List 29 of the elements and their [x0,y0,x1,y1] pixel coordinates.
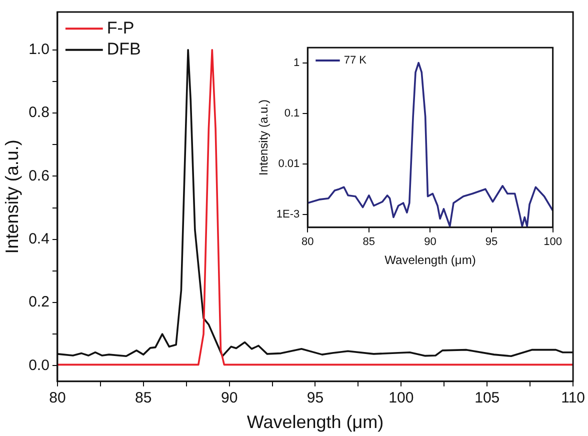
y-axis-title: Intensity (a.u.) [2,140,22,254]
y-tick-label: 1 [294,56,300,69]
x-tick-label: 80 [302,236,314,248]
y-tick-label: 0.0 [28,356,50,374]
x-tick-label: 110 [561,390,586,407]
y-tick-label: 0.2 [28,294,50,311]
legend-label: DFB [106,40,141,59]
x-tick-label: 95 [306,390,324,407]
legend-label: 77 K [344,54,368,67]
x-tick-label: 105 [474,390,500,407]
x-axis-title: Wavelength (μm) [384,253,476,268]
y-tick-label: 0.6 [28,167,50,184]
x-tick-label: 85 [135,390,152,407]
x-tick-label: 90 [220,390,238,407]
x-tick-label: 90 [424,236,436,248]
y-tick-label: 0.4 [28,230,50,248]
y-tick-label: 0.01 [278,158,300,170]
x-tick-label: 80 [49,390,66,407]
x-tick-label: 95 [485,236,498,248]
y-tick-label: 0.1 [284,107,300,120]
y-tick-label: 1E-3 [276,208,300,221]
x-tick-label: 85 [362,236,376,248]
legend-label: F-P [106,18,134,38]
y-tick-label: 1.0 [28,41,50,58]
y-axis-title: Intensity (a.u.) [256,99,271,176]
x-tick-label: 100 [388,390,414,407]
x-axis-title: Wavelength (μm) [246,412,384,432]
x-tick-label: 100 [544,236,562,248]
y-tick-label: 0.8 [28,104,50,122]
